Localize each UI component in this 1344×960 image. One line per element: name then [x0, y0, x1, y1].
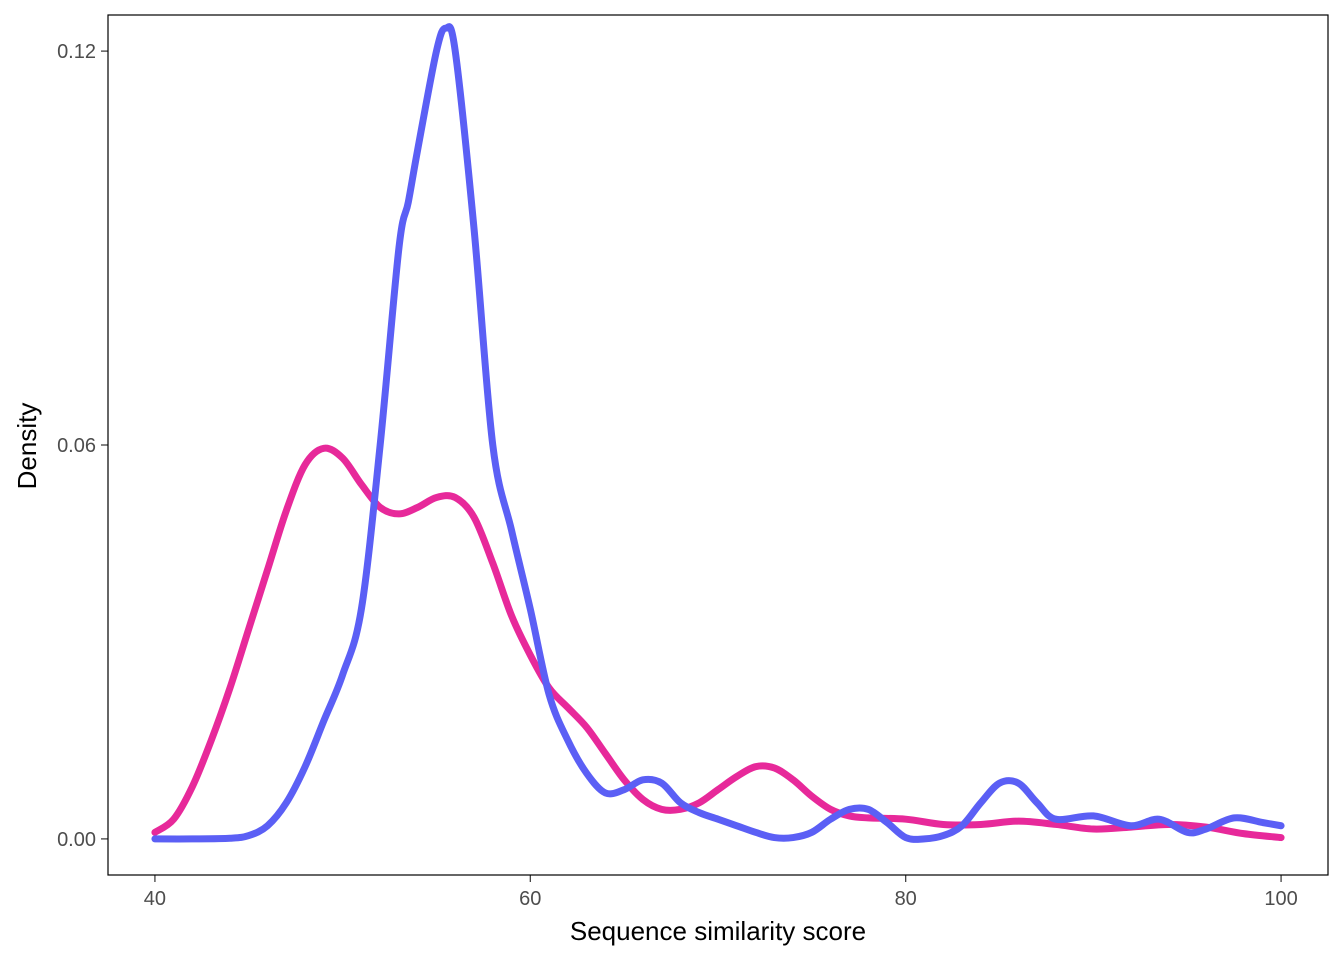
x-tick-label: 80 — [895, 888, 917, 910]
density-line-series-2 — [151, 23, 1285, 843]
x-tick-label: 40 — [144, 888, 166, 910]
plot-panel-border — [107, 14, 1329, 876]
density-line-series-1 — [151, 444, 1285, 842]
x-axis-title: Sequence similarity score — [570, 916, 866, 946]
series-layer — [151, 23, 1285, 843]
axis-ticks: 40 60 80 100 0.00 0.06 0.12 — [57, 41, 1298, 910]
y-tick-label: 0.06 — [57, 435, 96, 457]
y-axis-title: Density — [12, 403, 42, 490]
x-tick-label: 100 — [1264, 888, 1297, 910]
y-tick-label: 0.12 — [57, 41, 96, 63]
x-tick-label: 60 — [519, 888, 541, 910]
y-tick-label: 0.00 — [57, 829, 96, 851]
